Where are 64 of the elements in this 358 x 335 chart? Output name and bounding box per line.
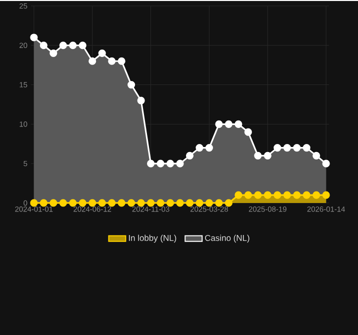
point <box>322 191 330 199</box>
point <box>128 199 136 207</box>
point <box>264 152 272 160</box>
point <box>215 199 223 207</box>
point <box>264 191 272 199</box>
point <box>302 191 310 199</box>
point <box>88 199 96 207</box>
point <box>293 144 301 152</box>
point <box>128 80 136 89</box>
point <box>108 57 116 65</box>
point <box>205 144 214 152</box>
point <box>40 42 48 50</box>
point <box>176 160 184 168</box>
point <box>78 42 86 50</box>
point <box>186 152 194 160</box>
point <box>156 160 164 168</box>
point <box>30 34 38 42</box>
point <box>215 120 223 128</box>
point <box>283 144 291 152</box>
point <box>312 191 320 199</box>
point <box>186 199 194 207</box>
point <box>156 199 164 207</box>
point <box>302 144 310 152</box>
point <box>69 42 77 50</box>
point <box>30 199 38 207</box>
point <box>176 199 184 207</box>
point <box>108 199 116 207</box>
point <box>88 57 96 65</box>
point <box>224 120 232 128</box>
point <box>254 152 262 160</box>
point <box>244 128 252 136</box>
point <box>40 199 48 207</box>
point <box>69 199 77 207</box>
point <box>166 160 174 168</box>
point <box>196 199 204 207</box>
point <box>98 49 106 58</box>
point <box>98 199 106 207</box>
point <box>254 191 262 199</box>
point <box>146 199 155 207</box>
point <box>196 144 204 152</box>
point <box>293 191 301 199</box>
point <box>205 199 214 207</box>
point <box>50 199 58 207</box>
point <box>118 57 126 65</box>
point <box>274 191 282 199</box>
point <box>137 96 145 104</box>
point <box>244 191 252 199</box>
point <box>312 152 320 160</box>
point <box>234 191 242 199</box>
point <box>322 160 330 168</box>
legend-label: Casino (NL) <box>205 234 250 243</box>
point <box>146 160 155 168</box>
point <box>137 199 145 207</box>
point <box>234 120 242 128</box>
point <box>118 199 126 207</box>
point <box>224 199 232 207</box>
point <box>59 199 67 207</box>
point <box>50 49 58 58</box>
point <box>166 199 174 207</box>
point <box>283 191 291 199</box>
point <box>59 42 67 50</box>
point <box>78 199 86 207</box>
point <box>274 144 282 152</box>
legend-label: In lobby (NL) <box>128 234 176 243</box>
